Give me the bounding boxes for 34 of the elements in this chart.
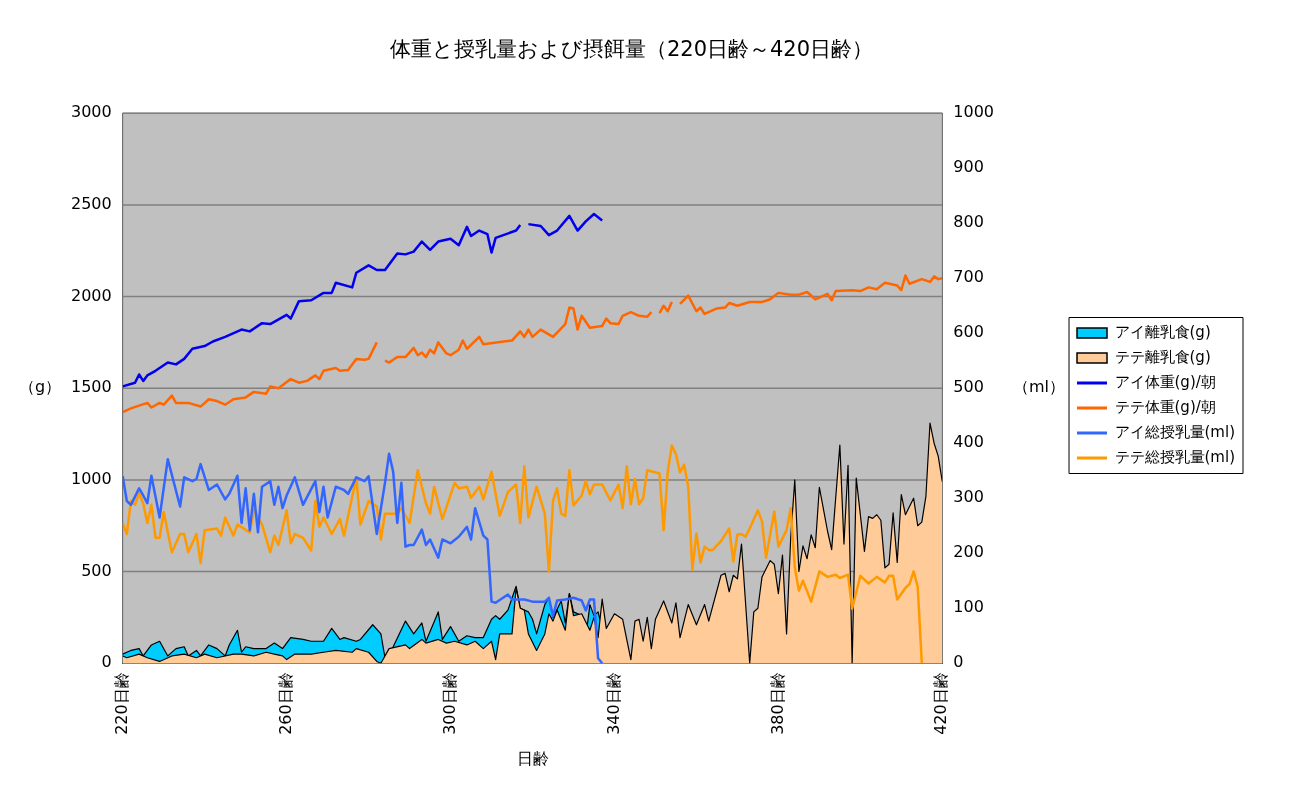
- legend-label: アイ体重(g)/朝: [1114, 372, 1216, 391]
- x-tick-label: 380日齢: [767, 672, 787, 735]
- y2-tick-label: 100: [953, 597, 984, 617]
- y-tick-label: 500: [81, 560, 112, 580]
- y2-tick-label: 800: [953, 212, 984, 232]
- y-tick-label: 3000: [71, 102, 112, 122]
- chart-title: 体重と授乳量および摂餌量（220日齢～420日齢）: [389, 37, 874, 62]
- y2-tick-label: 0: [953, 652, 964, 672]
- y-axis-title: （g）: [18, 377, 62, 397]
- x-tick-label: 220日齢: [111, 672, 131, 735]
- x-tick-label: 420日齢: [931, 672, 951, 735]
- y2-tick-label: 700: [953, 267, 984, 287]
- legend-label: テテ体重(g)/朝: [1114, 397, 1216, 416]
- legend-label: テテ総授乳量(ml): [1114, 447, 1235, 466]
- y-tick-label: 2500: [71, 194, 112, 214]
- legend-label: アイ総授乳量(ml): [1114, 422, 1235, 441]
- legend-label: アイ離乳食(g): [1114, 322, 1211, 341]
- y2-tick-label: 900: [953, 157, 984, 177]
- y2-tick-label: 500: [953, 377, 984, 397]
- y2-axis-title: （ml）: [1013, 377, 1066, 397]
- y2-tick-label: 600: [953, 322, 984, 342]
- y-tick-label: 0: [101, 652, 112, 672]
- x-axis-title: 日齢: [516, 748, 549, 768]
- y-tick-label: 2000: [71, 285, 112, 305]
- y-tick-label: 1000: [71, 469, 112, 489]
- y2-tick-label: 300: [953, 487, 984, 507]
- x-tick-label: 340日齢: [603, 672, 623, 735]
- x-tick-label: 260日齢: [275, 672, 295, 735]
- y2-tick-label: 400: [953, 432, 984, 452]
- y-tick-label: 1500: [71, 377, 112, 397]
- y2-tick-label: 200: [953, 542, 984, 562]
- y2-tick-label: 1000: [953, 102, 995, 122]
- x-tick-label: 300日齢: [439, 672, 459, 735]
- legend-label: テテ離乳食(g): [1114, 347, 1211, 366]
